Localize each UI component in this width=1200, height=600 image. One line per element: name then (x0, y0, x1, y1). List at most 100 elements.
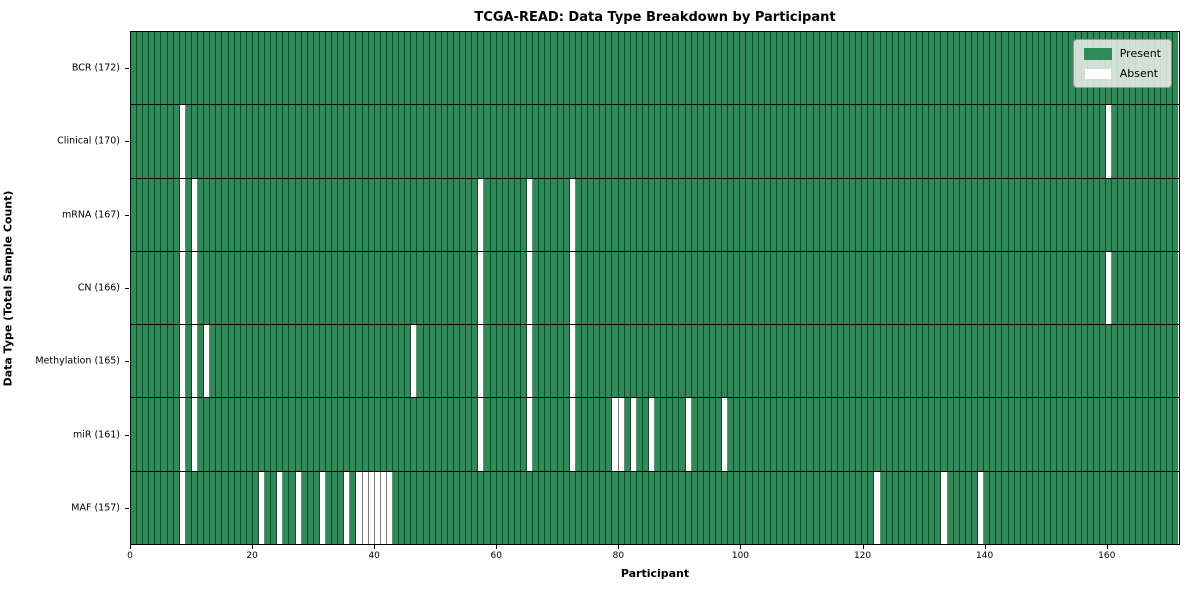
heatmap-cell-present (313, 32, 320, 105)
heatmap-cell-present (984, 251, 991, 325)
heatmap-cell-absent (179, 471, 186, 544)
heatmap-cell-present (137, 471, 144, 544)
heatmap-cell-present (1057, 325, 1064, 398)
heatmap-cell-present (655, 398, 662, 471)
heatmap-cell-present (624, 178, 631, 251)
heatmap-cell-absent (478, 251, 485, 325)
heatmap-cell-present (411, 398, 418, 471)
heatmap-cell-present (143, 398, 150, 471)
heatmap-cell-present (514, 251, 521, 325)
heatmap-cell-present (1032, 251, 1039, 325)
heatmap-cell-present (697, 251, 704, 325)
heatmap-cell-present (679, 251, 686, 325)
heatmap-cell-present (606, 178, 613, 251)
heatmap-cell-present (1112, 398, 1119, 471)
heatmap-cell-present (386, 32, 394, 105)
heatmap-cell-present (978, 251, 985, 325)
heatmap-cell-present (563, 32, 570, 105)
heatmap-cell-present (892, 105, 899, 178)
heatmap-cell-present (612, 32, 619, 105)
heatmap-cell-present (679, 398, 686, 471)
heatmap-cell-present (155, 325, 162, 398)
heatmap-cell-present (143, 32, 150, 105)
heatmap-cell-present (185, 251, 192, 325)
heatmap-cell-present (155, 251, 162, 325)
heatmap-cell-present (252, 398, 259, 471)
heatmap-cell-present (1118, 105, 1125, 178)
heatmap-cell-present (1166, 398, 1174, 471)
heatmap-cell-present (1069, 251, 1076, 325)
heatmap-cell-present (575, 32, 582, 105)
heatmap-cell-present (862, 32, 869, 105)
heatmap-cell-present (1166, 471, 1174, 544)
heatmap-cell-present (667, 251, 674, 325)
heatmap-cell-present (856, 325, 863, 398)
heatmap-cell-present (429, 251, 436, 325)
x-tick-label: 140 (976, 551, 994, 561)
heatmap-cell-present (606, 105, 613, 178)
heatmap-cell-present (1020, 325, 1027, 398)
heatmap-cell-absent (386, 471, 394, 544)
heatmap-cell-present (1075, 251, 1082, 325)
heatmap-cell-present (210, 325, 217, 398)
heatmap-cell-present (789, 251, 796, 325)
heatmap-cell-present (1099, 471, 1106, 544)
heatmap-cell-present (697, 105, 704, 178)
heatmap-cell-present (1057, 398, 1064, 471)
heatmap-cell-present (813, 398, 820, 471)
heatmap-cell-present (386, 398, 394, 471)
heatmap-cell-present (740, 178, 747, 251)
heatmap-cell-present (642, 251, 649, 325)
heatmap-cell-present (350, 178, 357, 251)
heatmap-cell-present (971, 471, 979, 544)
heatmap-cell-present (1069, 471, 1076, 544)
heatmap-cell-present (636, 251, 643, 325)
heatmap-cell-present (374, 251, 381, 325)
x-tick-mark (740, 545, 742, 549)
heatmap-cell-present (661, 325, 668, 398)
heatmap-cell-present (648, 105, 656, 178)
heatmap-cell-present (240, 251, 247, 325)
heatmap-cell-present (776, 471, 784, 544)
heatmap-cell-present (709, 32, 716, 105)
heatmap-cell-present (301, 105, 308, 178)
heatmap-cell-present (240, 398, 247, 471)
heatmap-cell-present (740, 105, 747, 178)
heatmap-cell-present (752, 398, 759, 471)
x-tick-label: 80 (612, 551, 625, 561)
heatmap-cell-present (1142, 325, 1149, 398)
heatmap-cell-present (1081, 105, 1088, 178)
heatmap-cell-present (198, 471, 205, 544)
heatmap-cell-present (350, 325, 357, 398)
heatmap-cell-present (588, 105, 595, 178)
heatmap-cell-present (984, 325, 991, 398)
heatmap-cell-present (1081, 325, 1088, 398)
heatmap-cell-present (1014, 178, 1021, 251)
heatmap-cell-present (929, 398, 936, 471)
heatmap-cell-present (783, 178, 790, 251)
heatmap-cell-present (685, 105, 692, 178)
heatmap-cell-present (466, 398, 473, 471)
heatmap-cell-absent (191, 251, 199, 325)
heatmap-cell-present (307, 32, 314, 105)
heatmap-cell-present (1173, 32, 1179, 105)
heatmap-cell-present (648, 251, 656, 325)
heatmap-cell-present (173, 398, 180, 471)
heatmap-cell-present (667, 178, 674, 251)
heatmap-cell-present (502, 178, 509, 251)
heatmap-cell-present (825, 471, 832, 544)
heatmap-cell-present (728, 178, 735, 251)
heatmap-cell-present (917, 178, 924, 251)
heatmap-cell-present (545, 325, 552, 398)
heatmap-cell-present (460, 471, 467, 544)
heatmap-cell-present (508, 105, 515, 178)
heatmap-cell-present (801, 251, 808, 325)
heatmap-cell-present (149, 32, 156, 105)
heatmap-cell-present (161, 178, 168, 251)
heatmap-cell-present (216, 325, 223, 398)
heatmap-cell-present (575, 105, 582, 178)
heatmap-cell-present (393, 32, 400, 105)
heatmap-cell-present (679, 325, 686, 398)
heatmap-cell-present (624, 32, 631, 105)
heatmap-cell-present (1014, 471, 1021, 544)
